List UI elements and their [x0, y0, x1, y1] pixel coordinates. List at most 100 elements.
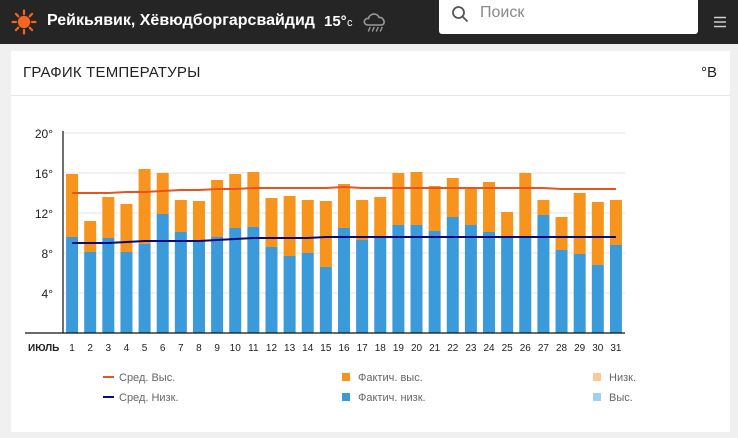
- bar-actual-high: [247, 172, 260, 227]
- bar-actual-high: [319, 201, 332, 267]
- x-tick-label: 15: [320, 343, 332, 354]
- search-box[interactable]: [439, 0, 698, 34]
- bar-actual-high: [464, 189, 477, 225]
- x-tick-label: 14: [302, 343, 314, 354]
- x-tick-label: 27: [538, 343, 550, 354]
- x-tick-label: 13: [284, 343, 296, 354]
- bar-actual-low: [410, 225, 423, 333]
- y-tick-label: 12°: [35, 207, 53, 221]
- bar-actual-low: [356, 240, 369, 333]
- bar-actual-high: [283, 196, 296, 256]
- x-tick-label: 22: [447, 343, 459, 354]
- bar-actual-high: [102, 197, 115, 238]
- temperature-chart: 4°8°12°16°20°ИЮЛЬ 1 2 3 4 5 6 7 8 9 10 11 12 13 14 15 16…: [25, 127, 636, 404]
- x-tick-label: 30: [592, 343, 604, 354]
- legend-item: Фактич. выс.: [342, 372, 423, 384]
- x-tick-label: 24: [483, 343, 495, 354]
- bar-actual-low: [591, 265, 604, 333]
- bar-actual-high: [66, 174, 79, 237]
- x-tick-label: 17: [357, 343, 369, 354]
- menu-icon[interactable]: [713, 15, 727, 29]
- y-tick-label: 8°: [42, 247, 54, 261]
- legend-label: Сред. Низк.: [119, 392, 178, 404]
- legend-item: Выс.: [593, 392, 633, 404]
- bar-actual-low: [501, 238, 514, 333]
- bar-actual-low: [537, 215, 550, 333]
- legend-item: Сред. Низк.: [103, 392, 178, 404]
- legend-item: Сред. Выс.: [103, 372, 175, 384]
- bar-actual-low: [573, 254, 586, 333]
- bar-actual-high: [446, 178, 459, 217]
- bar-actual-low: [138, 244, 151, 333]
- unit-toggle[interactable]: °В: [700, 64, 717, 81]
- bar-actual-high: [609, 200, 622, 245]
- x-tick-label: 18: [375, 343, 387, 354]
- x-tick-label: 26: [520, 343, 532, 354]
- bar-actual-high: [428, 186, 441, 231]
- bar-actual-high: [84, 221, 97, 252]
- legend-item: Фактич. низк.: [342, 392, 426, 404]
- bar-actual-low: [66, 237, 79, 333]
- legend-swatch-box: [342, 373, 350, 381]
- bar-actual-low: [428, 231, 441, 333]
- legend-label: Сред. Выс.: [119, 372, 175, 384]
- bar-actual-high: [519, 173, 532, 238]
- legend: Сред. Выс. Фактич. выс. Низк. Сред. Низк. Фа…: [103, 372, 636, 404]
- y-tick-label: 20°: [35, 127, 53, 141]
- bar-actual-high: [138, 169, 151, 244]
- avg-high-line: [72, 185, 616, 194]
- bar-actual-high: [120, 204, 133, 252]
- sun-icon[interactable]: [11, 9, 37, 35]
- location-name[interactable]: Рейкьявик, Хёвюдборгарсвайдид: [47, 12, 315, 29]
- bar-actual-low: [211, 237, 224, 333]
- bar-actual-low: [247, 227, 260, 333]
- bar-actual-low: [609, 245, 622, 333]
- x-tick-label: 7: [178, 343, 184, 354]
- legend-label: Фактич. выс.: [358, 372, 423, 384]
- bar-actual-high: [392, 173, 405, 225]
- bar-actual-low: [102, 238, 115, 333]
- x-tick-label: 19: [393, 343, 405, 354]
- x-tick-label: 12: [266, 343, 278, 354]
- card-title: ГРАФИК ТЕМПЕРАТУРЫ: [23, 64, 201, 81]
- bar-actual-low: [519, 238, 532, 333]
- search-input[interactable]: [480, 0, 690, 26]
- x-tick-label: 8: [196, 343, 202, 354]
- card-divider: [11, 95, 730, 96]
- bar-actual-low: [301, 253, 314, 333]
- legend-label: Выс.: [609, 392, 633, 404]
- x-tick-label: 25: [502, 343, 514, 354]
- bar-actual-high: [374, 197, 387, 237]
- top-bar: Рейкьявик, Хёвюдборгарсвайдид 15° c: [0, 0, 738, 44]
- bar-actual-high: [501, 212, 514, 238]
- y-tick-label: 4°: [42, 287, 54, 301]
- bar-actual-high: [174, 200, 187, 232]
- legend-label: Низк.: [609, 372, 636, 384]
- bar-actual-low: [392, 225, 405, 333]
- bar-actual-high: [537, 200, 550, 215]
- bar-actual-low: [374, 237, 387, 333]
- bar-actual-high: [229, 174, 242, 228]
- legend-item: Низк.: [593, 372, 636, 384]
- x-tick-label: 11: [248, 343, 259, 354]
- bar-actual-high: [301, 200, 314, 253]
- x-tick-label: 9: [214, 343, 220, 354]
- bar-actual-low: [283, 256, 296, 333]
- search-icon[interactable]: [451, 5, 469, 23]
- x-tick-label: 23: [465, 343, 477, 354]
- temperature-unit: c: [347, 17, 353, 29]
- x-tick-label: 6: [160, 343, 166, 354]
- x-tick-label: 5: [142, 343, 148, 354]
- bar-actual-low: [84, 252, 97, 333]
- bar-actual-high: [483, 182, 496, 232]
- bar-actual-high: [265, 198, 278, 247]
- bar-actual-low: [229, 228, 242, 333]
- bar-actual-low: [319, 267, 332, 333]
- y-tick-labels: 4° 8° 12° 16° 20°: [35, 127, 53, 301]
- bar-actual-low: [120, 252, 133, 333]
- bar-actual-high: [410, 172, 423, 225]
- x-tick-label: 28: [556, 343, 568, 354]
- bar-actual-high: [555, 217, 568, 250]
- legend-label: Фактич. низк.: [358, 392, 426, 404]
- bar-actual-high: [211, 180, 224, 237]
